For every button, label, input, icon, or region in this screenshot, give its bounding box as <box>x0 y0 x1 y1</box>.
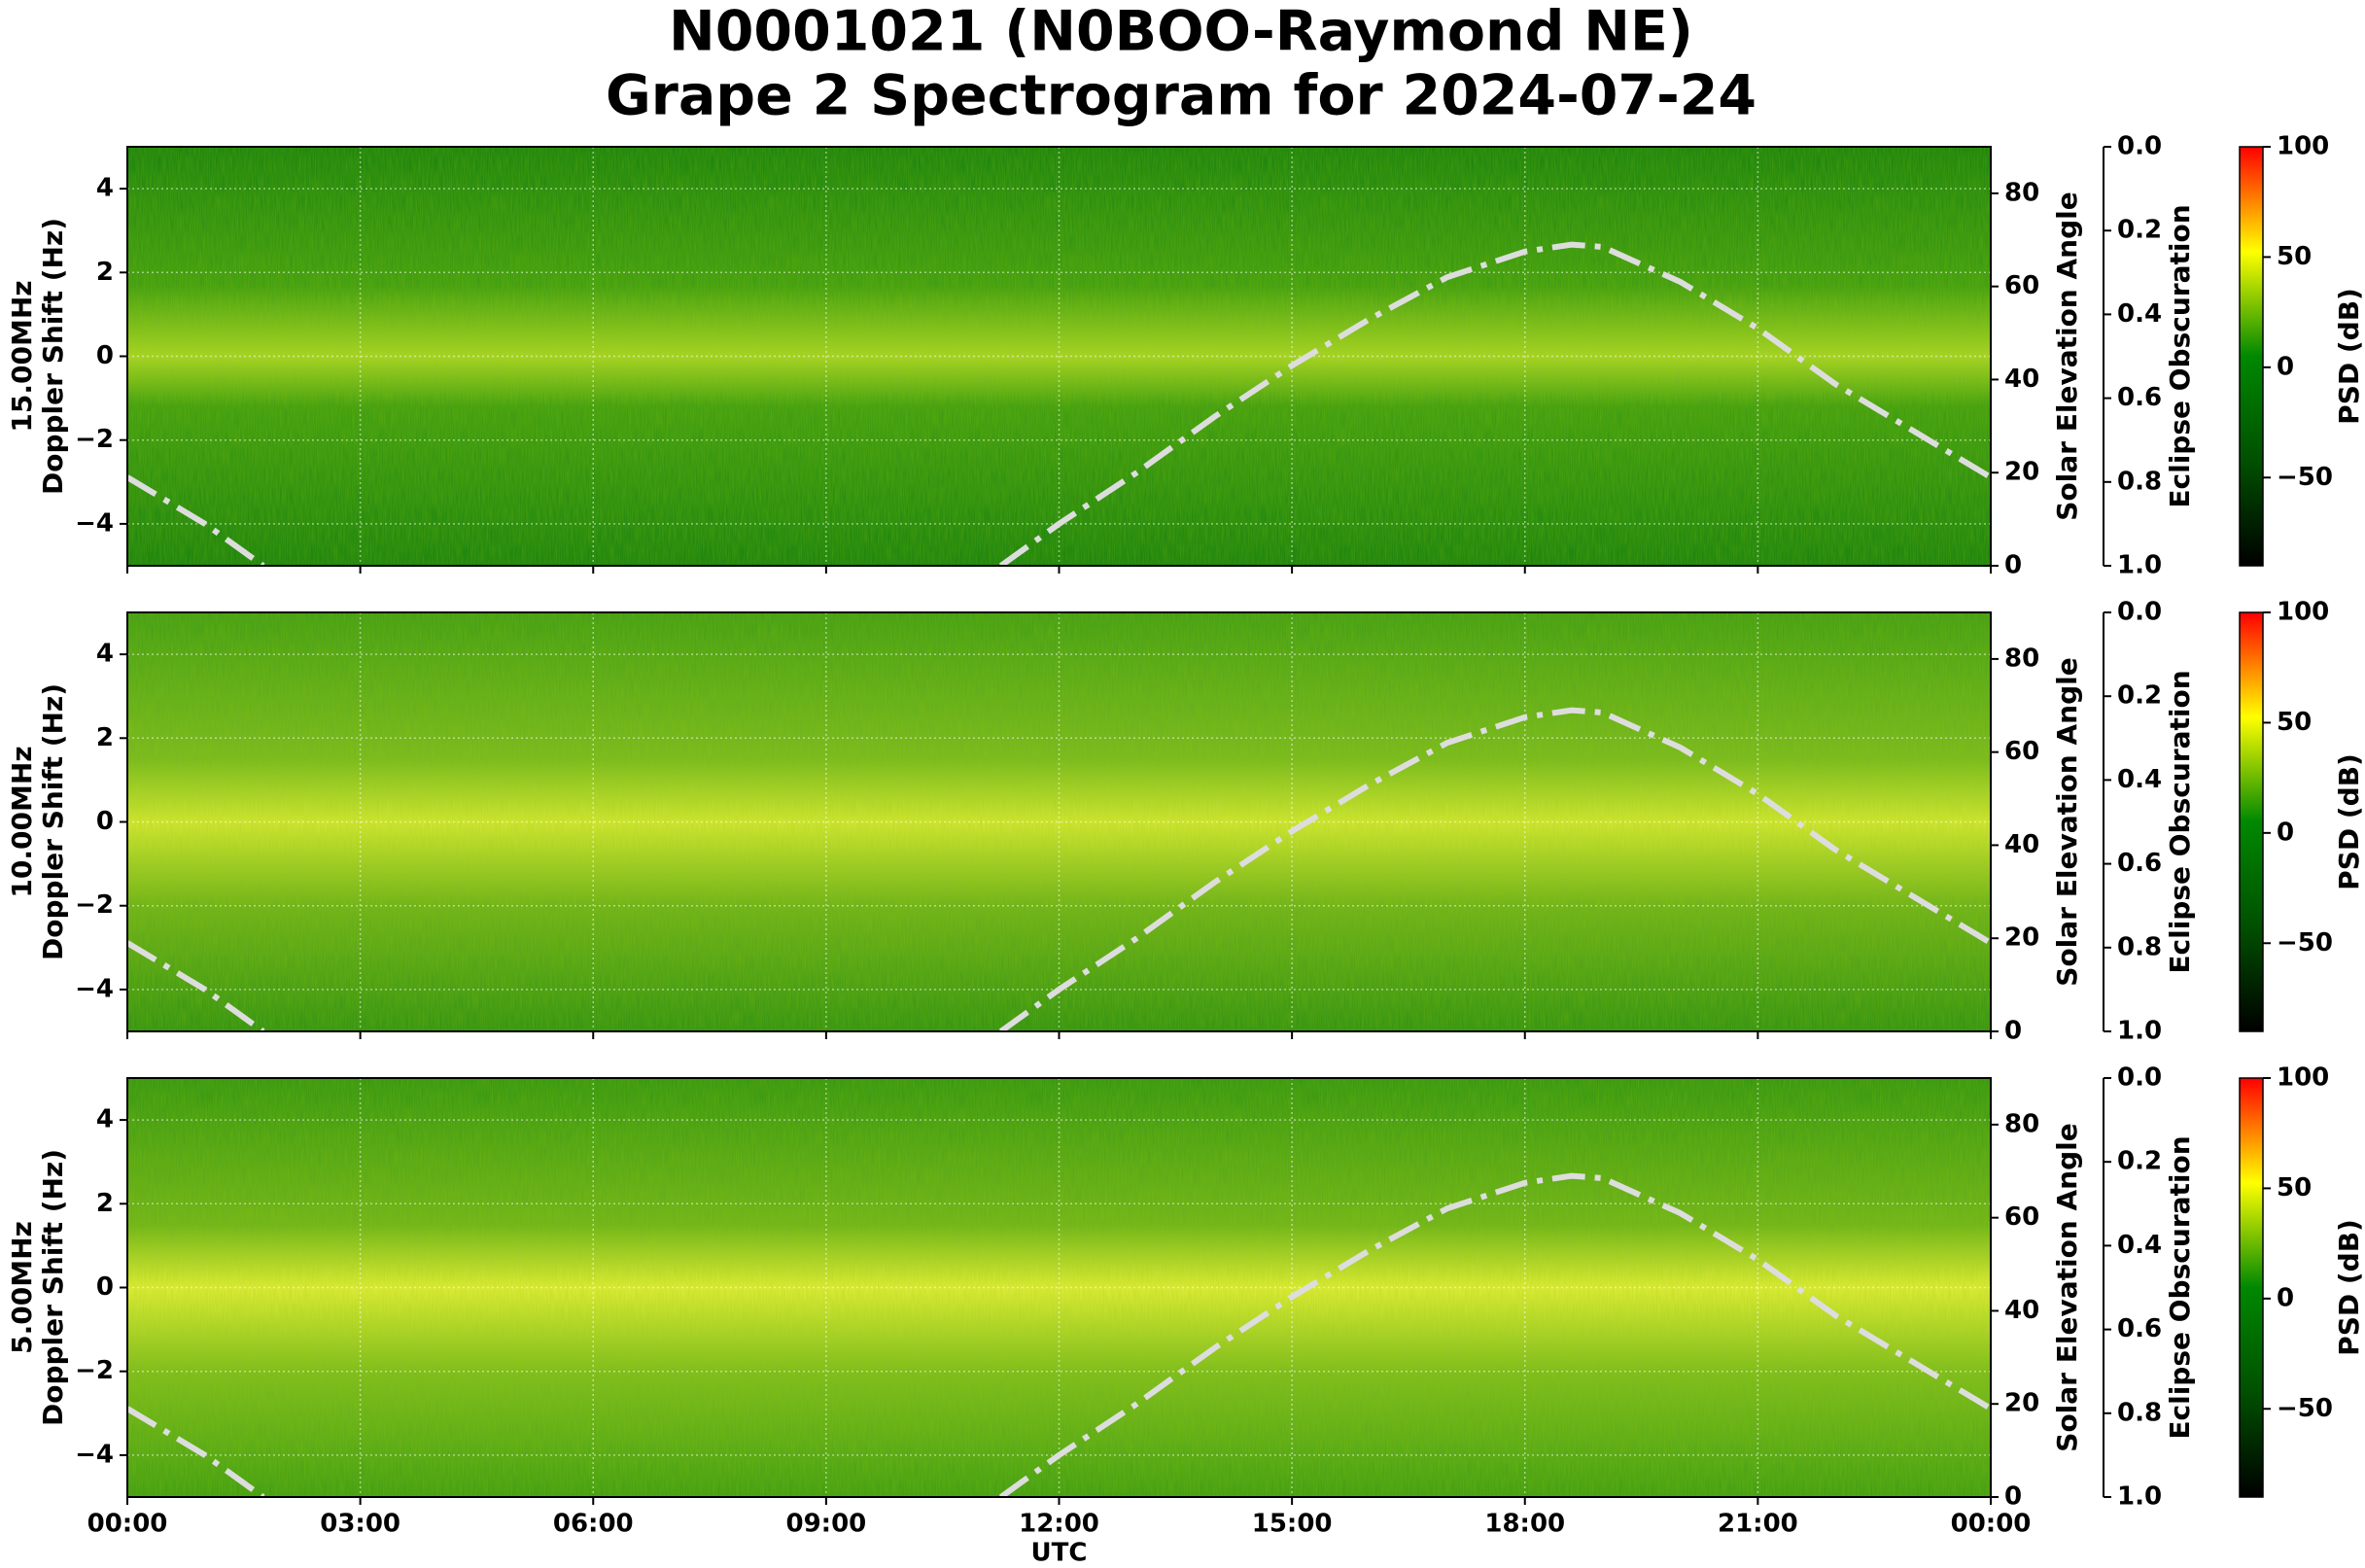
colorbar-label: PSD (dB) <box>2333 753 2365 890</box>
y3-tick-label: 1.0 <box>2117 1017 2162 1046</box>
y2-tick-label: 80 <box>2004 1109 2039 1138</box>
x-tick-label: 03:00 <box>320 1510 400 1539</box>
colorbar-tick-label: 50 <box>2277 708 2312 737</box>
y2-tick-label: 60 <box>2004 737 2039 766</box>
y2-tick-label: 0 <box>2004 1017 2022 1046</box>
y2-tick-label: 0 <box>2004 1482 2022 1512</box>
y3-tick-label: 1.0 <box>2117 551 2162 580</box>
y3-tick-label: 0.8 <box>2117 932 2162 961</box>
y-tick-label: 0 <box>96 1272 114 1302</box>
colorbar-label: PSD (dB) <box>2333 1219 2365 1356</box>
y3-tick-label: 0.0 <box>2117 1063 2162 1093</box>
solar-elevation-line <box>127 241 1991 566</box>
y2-tick-label: 60 <box>2004 1202 2039 1232</box>
y3-axis-label: Eclipse Obscuration <box>2164 204 2196 507</box>
colorbar-tick-label: −50 <box>2277 928 2333 958</box>
colorbar <box>2239 611 2264 1032</box>
y2-axis-label: Solar Elevation Angle <box>2051 1123 2083 1451</box>
y-tick-label: −4 <box>75 974 114 1003</box>
y-tick-label: 2 <box>96 1189 114 1218</box>
colorbar-tick-label: 0 <box>2277 352 2294 381</box>
colorbar-tick-label: 100 <box>2277 598 2329 627</box>
y-tick-label: −2 <box>75 890 114 920</box>
y3-axis-label: Eclipse Obscuration <box>2164 670 2196 973</box>
y-axis-label: Doppler Shift (Hz) <box>37 683 69 960</box>
colorbar <box>2239 146 2264 567</box>
y3-axis-label: Eclipse Obscuration <box>2164 1135 2196 1439</box>
y3-tick-label: 0.4 <box>2117 299 2162 329</box>
y-tick-label: 4 <box>96 1105 114 1134</box>
y3-tick-label: 0.8 <box>2117 467 2162 496</box>
y-tick-label: 4 <box>96 174 114 203</box>
y3-tick-label: 0.8 <box>2117 1398 2162 1427</box>
y-tick-label: −2 <box>75 425 114 454</box>
x-tick-label: 18:00 <box>1484 1510 1565 1539</box>
y2-tick-label: 20 <box>2004 1389 2039 1418</box>
y2-tick-label: 80 <box>2004 644 2039 673</box>
x-tick-label: 21:00 <box>1718 1510 1798 1539</box>
title-line: N0001021 (N0BOO-Raymond NE) <box>669 0 1693 64</box>
x-tick-label: 00:00 <box>87 1510 168 1539</box>
x-tick-label: 09:00 <box>785 1510 866 1539</box>
y-axis-label: 5.00MHz <box>6 1221 38 1354</box>
title-line: Grape 2 Spectrogram for 2024-07-24 <box>606 64 1756 128</box>
y3-tick-label: 1.0 <box>2117 1482 2162 1512</box>
y2-axis-label: Solar Elevation Angle <box>2051 192 2083 520</box>
y-axis-label: Doppler Shift (Hz) <box>37 218 69 495</box>
y3-tick-label: 0.4 <box>2117 765 2162 794</box>
y-axis-label: 15.00MHz <box>6 280 38 432</box>
y-tick-label: −4 <box>75 1440 114 1469</box>
y-tick-label: −2 <box>75 1356 114 1385</box>
solar-elevation-line <box>127 707 1991 1031</box>
y-tick-label: 4 <box>96 640 114 669</box>
colorbar-tick-label: −50 <box>2277 463 2333 492</box>
y3-tick-label: 0.0 <box>2117 132 2162 161</box>
y-tick-label: −4 <box>75 508 114 538</box>
y2-tick-label: 20 <box>2004 923 2039 953</box>
y2-tick-label: 0 <box>2004 551 2022 580</box>
y3-tick-label: 0.0 <box>2117 598 2162 627</box>
y-axis-label: Doppler Shift (Hz) <box>37 1149 69 1426</box>
y-axis-label: 10.00MHz <box>6 746 38 897</box>
y2-tick-label: 80 <box>2004 178 2039 207</box>
y2-axis-label: Solar Elevation Angle <box>2051 657 2083 986</box>
colorbar-tick-label: 50 <box>2277 242 2312 271</box>
x-tick-label: 06:00 <box>553 1510 634 1539</box>
y3-tick-label: 0.2 <box>2117 1147 2162 1176</box>
y-tick-label: 0 <box>96 807 114 836</box>
y2-tick-label: 40 <box>2004 830 2039 859</box>
y2-tick-label: 40 <box>2004 365 2039 394</box>
colorbar-tick-label: 100 <box>2277 132 2329 161</box>
y-tick-label: 0 <box>96 341 114 370</box>
x-tick-label: 12:00 <box>1019 1510 1099 1539</box>
y3-tick-label: 0.6 <box>2117 1314 2162 1343</box>
solar-elevation-line <box>127 1172 1991 1497</box>
y3-tick-label: 0.6 <box>2117 383 2162 412</box>
colorbar-tick-label: 0 <box>2277 818 2294 847</box>
colorbar-tick-label: 100 <box>2277 1063 2329 1093</box>
y3-tick-label: 0.6 <box>2117 849 2162 878</box>
colorbar-tick-label: −50 <box>2277 1394 2333 1423</box>
colorbar-tick-label: 50 <box>2277 1173 2312 1202</box>
y3-tick-label: 0.4 <box>2117 1231 2162 1260</box>
y3-tick-label: 0.2 <box>2117 216 2162 245</box>
y2-tick-label: 40 <box>2004 1296 2039 1325</box>
x-tick-label: 00:00 <box>1951 1510 2032 1539</box>
x-tick-label: 15:00 <box>1252 1510 1333 1539</box>
colorbar-tick-label: 0 <box>2277 1283 2294 1312</box>
y-tick-label: 2 <box>96 723 114 752</box>
colorbar <box>2239 1077 2264 1498</box>
y3-tick-label: 0.2 <box>2117 681 2162 711</box>
y2-tick-label: 20 <box>2004 458 2039 487</box>
x-axis-label: UTC <box>1031 1539 1088 1568</box>
y2-tick-label: 60 <box>2004 271 2039 300</box>
y-tick-label: 2 <box>96 258 114 287</box>
colorbar-label: PSD (dB) <box>2333 288 2365 425</box>
